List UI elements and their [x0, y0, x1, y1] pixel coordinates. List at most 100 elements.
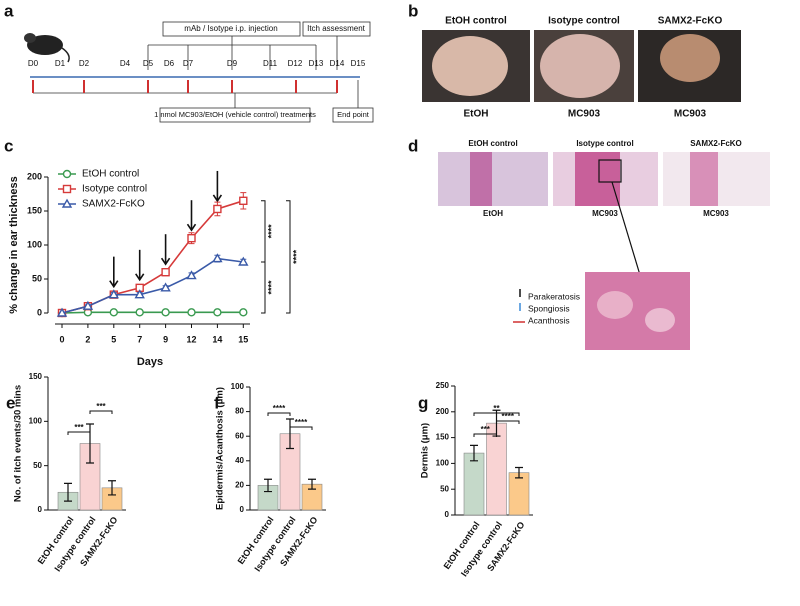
histology-legend: Acanthosis [528, 315, 570, 325]
sig-bracket [261, 261, 266, 314]
panel-label: e [6, 393, 15, 412]
sig-bracket [286, 200, 291, 314]
panel-label: d [408, 136, 418, 155]
marker [212, 253, 223, 263]
y-tick-label: 150 [27, 205, 42, 215]
y-tick-label: 0 [38, 505, 43, 514]
y-tick-label: 100 [231, 382, 245, 391]
ear-photos [422, 30, 741, 102]
bar [508, 472, 530, 516]
day-label: D1 [55, 59, 66, 68]
day-label: D9 [227, 59, 238, 68]
marker [134, 289, 145, 299]
y-tick-label: 150 [436, 433, 450, 442]
y-tick-label: 50 [33, 461, 42, 470]
error-bar [108, 480, 116, 496]
histology-bottom-label: MC903 [703, 209, 729, 218]
day-label: D2 [79, 59, 90, 68]
photo-bottom-label: MC903 [674, 109, 707, 120]
timeline-lines [30, 36, 360, 108]
itch-box [302, 21, 371, 37]
y-tick-label: 50 [440, 484, 449, 493]
y-tick-label: 0 [37, 307, 42, 317]
histology-bottom-label: MC903 [592, 209, 618, 218]
sig-label: ** [493, 404, 500, 413]
x-tick-label: 2 [85, 334, 90, 344]
photo-bottom-label: MC903 [568, 109, 601, 120]
sig-bracket [496, 420, 520, 424]
marker [239, 308, 248, 317]
injection-box [162, 21, 301, 37]
y-tick-label: 250 [436, 381, 450, 390]
treatment-label: 1 nmol MC903/EtOH (vehicle control) trea… [154, 110, 316, 119]
panel-label: b [408, 1, 418, 20]
histology-top-label: SAMX2-FcKO [690, 139, 742, 148]
x-tick-label: 7 [137, 334, 142, 344]
marker [109, 308, 119, 317]
x-tick-label: 0 [59, 334, 64, 344]
y-axis-label: No. of itch events/30 mins [13, 385, 24, 502]
panel-label: a [4, 1, 14, 20]
y-tick-label: 150 [29, 372, 43, 381]
marker [187, 233, 196, 243]
marker [213, 204, 222, 214]
legend-label: Isotype control [82, 184, 147, 195]
y-axis-label: Epidermis/Acanthosis (μm) [215, 387, 226, 510]
sig-bracket [267, 412, 291, 416]
x-axis-label: Days [137, 356, 163, 368]
arrow-head [135, 273, 145, 282]
photo-bottom-label: EtOH [464, 109, 489, 120]
sig-bracket [473, 412, 520, 416]
marker [187, 308, 196, 317]
day-label: D13 [309, 59, 324, 68]
error-bar [470, 444, 478, 462]
arrow-head [186, 223, 197, 232]
sig-bracket [289, 426, 313, 430]
legend-label: SAMX2-FcKO [82, 199, 145, 210]
marker [160, 282, 171, 292]
day-label: D4 [120, 59, 131, 68]
end-label: End point [337, 110, 370, 119]
photo-top-label: Isotype control [548, 16, 620, 27]
sig-label: *** [96, 402, 106, 411]
error-bar [64, 482, 72, 502]
error-bar [86, 423, 94, 464]
injection-label: mAb / Isotype i.p. injection [184, 24, 277, 33]
sig-label: **** [266, 280, 276, 295]
y-tick-label: 200 [27, 171, 42, 181]
panel-label: f [214, 393, 220, 412]
y-tick-label: 100 [27, 239, 42, 249]
mouse-icon [24, 33, 70, 63]
marker [135, 308, 144, 317]
y-tick-label: 20 [235, 481, 244, 490]
y-axis-label: Dermis (μm) [420, 423, 431, 478]
marker [186, 270, 197, 280]
histology-legend: Parakeratosis [528, 291, 580, 301]
histology-bottom-label: EtOH [483, 209, 503, 218]
sig-label: **** [502, 412, 515, 421]
photo-top-label: EtOH control [445, 16, 507, 27]
marker [161, 308, 170, 317]
day-label: D0 [28, 59, 39, 68]
error-bar [515, 466, 523, 479]
y-tick-label: 100 [436, 459, 450, 468]
sig-bracket [67, 431, 91, 435]
arrow-head [160, 257, 171, 266]
sig-label: **** [295, 418, 308, 427]
arrow-head [212, 194, 223, 203]
y-axis-label: % change in ear thickness [8, 176, 20, 314]
x-tick-label: 5 [111, 334, 116, 344]
legend-marker [62, 184, 72, 194]
panel-label: c [4, 136, 13, 155]
day-label: D12 [288, 59, 303, 68]
x-tick-label: 12 [186, 334, 196, 344]
y-tick-label: 80 [235, 407, 244, 416]
y-tick-label: 100 [29, 416, 43, 425]
error-bar [286, 418, 294, 450]
bar [463, 452, 485, 516]
error-bar [308, 478, 316, 490]
y-tick-label: 60 [235, 431, 244, 440]
x-tick-label: 14 [212, 334, 222, 344]
day-label: D7 [183, 59, 194, 68]
